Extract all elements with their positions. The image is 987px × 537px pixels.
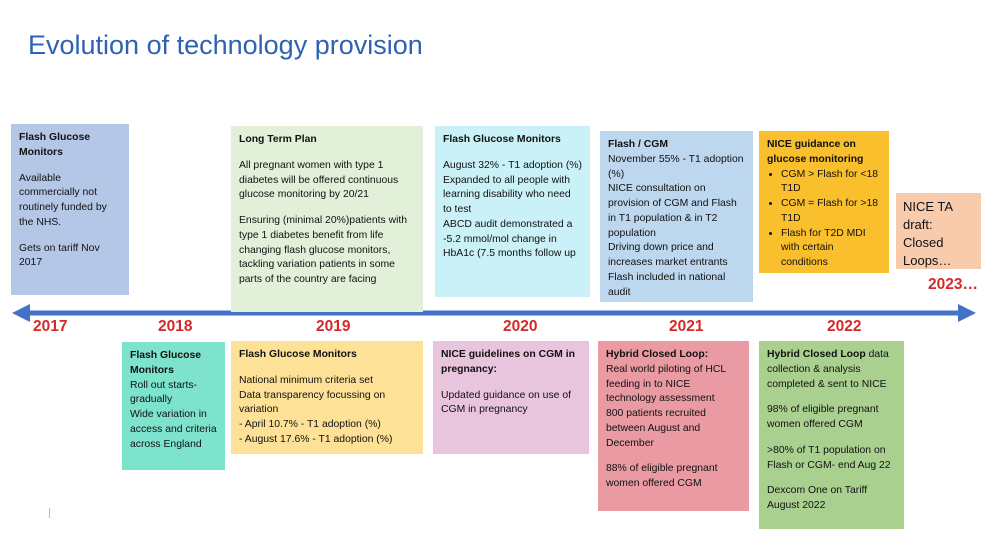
box-heading: Hybrid Closed Loop:: [606, 349, 709, 360]
list-item: CGM = Flash for >18 T1D: [781, 197, 881, 227]
box-text: National minimum criteria set: [239, 374, 373, 386]
box-heading-rest: data collection & analysis completed & s…: [767, 349, 889, 390]
box-2022-nice-guidance: NICE guidance on glucose monitoring CGM …: [759, 131, 889, 273]
box-2020-flash-monitors: Flash Glucose Monitors August 32% - T1 a…: [435, 126, 590, 297]
box-heading: Long Term Plan: [239, 134, 317, 145]
box-heading: Hybrid Closed Loop: [767, 349, 866, 360]
box-heading: Flash / CGM: [608, 139, 669, 150]
box-text: Data transparency focussing on variation: [239, 389, 386, 416]
box-heading: Flash Glucose Monitors: [443, 134, 561, 145]
year-2018: 2018: [158, 318, 193, 335]
box-heading: NICE guidelines on CGM in pregnancy:: [441, 349, 575, 375]
box-text: >80% of T1 population on Flash or CGM- e…: [767, 444, 891, 471]
timeline-arrow-left: [12, 304, 30, 322]
box-text: Driving down price and increases market …: [608, 242, 728, 269]
list-item: CGM > Flash for <18 T1D: [781, 168, 881, 198]
box-2022-hybrid-closed-loop: Hybrid Closed Loop data collection & ana…: [759, 341, 904, 529]
box-2017-flash-monitors: Flash Glucose Monitors Available commerc…: [11, 124, 129, 295]
list-item: Flash for T2D MDI with certain condition…: [781, 227, 881, 271]
box-2021-hybrid-closed-loop: Hybrid Closed Loop: Real world piloting …: [598, 341, 749, 511]
box-text: Gets on tariff Nov 2017: [19, 242, 100, 269]
box-text: Dexcom One on Tariff August 2022: [767, 485, 868, 512]
guidance-list: CGM > Flash for <18 T1D CGM = Flash for …: [767, 168, 881, 271]
box-text: 800 patients recruited between August an…: [606, 408, 706, 449]
box-2019-long-term-plan: Long Term Plan All pregnant women with t…: [231, 126, 423, 312]
box-2021-flash-cgm: Flash / CGM November 55% - T1 adoption (…: [600, 131, 753, 302]
box-2018-flash-monitors: Flash Glucose Monitors Roll out starts-g…: [122, 342, 225, 470]
year-2021: 2021: [669, 318, 704, 335]
box-2019-flash-monitors: Flash Glucose Monitors National minimum …: [231, 341, 423, 454]
box-text: Ensuring (minimal 20%)patients with type…: [239, 215, 408, 286]
box-text: - August 17.6% - T1 adoption (%): [239, 433, 393, 445]
box-text: - April 10.7% - T1 adoption (%): [239, 419, 381, 431]
box-text: NICE consultation on provision of CGM an…: [608, 183, 737, 239]
timeline-arrow-right: [958, 304, 976, 322]
box-text: November 55% - T1 adoption (%): [608, 153, 744, 180]
divider-mark: [49, 508, 50, 518]
year-2022: 2022: [827, 318, 862, 335]
year-2020: 2020: [503, 318, 538, 335]
box-text: All pregnant women with type 1 diabetes …: [239, 159, 399, 201]
box-2020-nice-guidelines: NICE guidelines on CGM in pregnancy: Upd…: [433, 341, 589, 454]
box-text: Expanded to all people with learning dis…: [443, 174, 571, 216]
box-text: ABCD audit demonstrated a -5.2 mmol/mol …: [443, 218, 576, 260]
box-text: 98% of eligible pregnant women offered C…: [767, 404, 879, 431]
box-text: Available commercially not routinely fun…: [19, 172, 107, 228]
box-heading: Flash Glucose Monitors: [130, 350, 202, 376]
year-2023: 2023…: [928, 276, 978, 293]
box-heading: Flash Glucose Monitors: [19, 132, 91, 158]
box-text: Updated guidance on use of CGM in pregna…: [441, 389, 571, 416]
box-text: NICE TA draft: Closed Loops…: [903, 199, 953, 268]
box-heading: Flash Glucose Monitors: [239, 349, 357, 360]
page-title: Evolution of technology provision: [28, 30, 423, 60]
box-text: Flash included in national audit: [608, 271, 726, 298]
box-text: Real world piloting of HCL feeding in to…: [606, 363, 726, 405]
box-text: 88% of eligible pregnant women offered C…: [606, 463, 718, 490]
box-text: Roll out starts-gradually: [130, 379, 197, 406]
box-2023-nice-ta: NICE TA draft: Closed Loops…: [896, 193, 981, 269]
box-text: Wide variation in access and criteria ac…: [130, 409, 217, 450]
year-2017: 2017: [33, 318, 68, 335]
year-2019: 2019: [316, 318, 351, 335]
box-text: August 32% - T1 adoption (%): [443, 159, 583, 171]
box-heading: NICE guidance on glucose monitoring: [767, 139, 864, 165]
